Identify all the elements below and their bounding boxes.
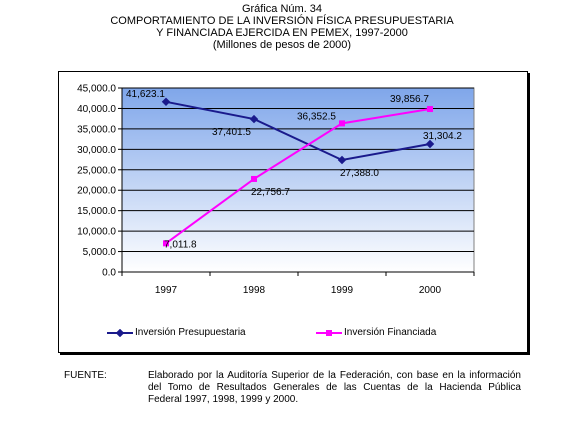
data-point-presupuestaria bbox=[249, 114, 259, 124]
data-label: 39,856.7 bbox=[390, 94, 429, 105]
legend-label-presupuestaria: Inversión Presupuestaria bbox=[135, 327, 246, 338]
data-point-financiada bbox=[163, 240, 169, 247]
chart-title-line1: COMPORTAMIENTO DE LA INVERSIÓN FÍSICA PR… bbox=[110, 15, 454, 27]
x-tick-label: 1997 bbox=[155, 285, 178, 296]
y-tick-label: 30,000.0 bbox=[77, 145, 116, 156]
y-tick-label: 10,000.0 bbox=[77, 227, 116, 238]
data-point-financiada bbox=[339, 120, 345, 127]
chart-title-line2: Y FINANCIADA EJERCIDA EN PEMEX, 1997-200… bbox=[156, 27, 408, 39]
data-label: 7,011.8 bbox=[164, 239, 197, 250]
data-point-presupuestaria bbox=[337, 155, 347, 165]
footer-label: FUENTE: bbox=[64, 370, 107, 381]
y-tick-label: 40,000.0 bbox=[77, 104, 116, 115]
legend-swatch-financiada bbox=[316, 329, 342, 336]
y-tick-label: 25,000.0 bbox=[77, 165, 116, 176]
data-point-financiada bbox=[427, 106, 433, 113]
x-tick-label: 1998 bbox=[243, 285, 266, 296]
series-line-1 bbox=[165, 108, 431, 245]
data-point-financiada bbox=[251, 175, 257, 182]
plot-area bbox=[121, 87, 475, 273]
x-tick-label: 1999 bbox=[331, 285, 354, 296]
data-label: 31,304.2 bbox=[423, 131, 462, 142]
footer-text-line3: Federal 1997, 1998, 1999 y 2000. bbox=[148, 394, 299, 405]
y-tick-label: 45,000.0 bbox=[77, 84, 116, 95]
footer-text-line2: del Tomo de Resultados Generales de las … bbox=[148, 382, 521, 393]
y-tick-label: 15,000.0 bbox=[77, 206, 116, 217]
legend-item-financiada: Inversión Financiada bbox=[316, 327, 436, 338]
y-tick-label: 5,000.0 bbox=[83, 247, 117, 258]
footer-text-line1: Elaborado por la Auditoría Superior de l… bbox=[148, 370, 521, 381]
data-label: 27,388.0 bbox=[340, 168, 379, 179]
series-line-0 bbox=[165, 100, 431, 162]
chart-number: Gráfica Núm. 34 bbox=[241, 3, 323, 15]
legend-item-presupuestaria: Inversión Presupuestaria bbox=[107, 327, 246, 338]
line-chart: 0.0 5,000.0 10,000.0 15,000.0 20,000.0 25,000… bbox=[77, 84, 475, 296]
data-label: 36,352.5 bbox=[297, 111, 336, 122]
legend-label-financiada: Inversión Financiada bbox=[344, 327, 437, 338]
y-tick-label: 20,000.0 bbox=[77, 186, 116, 197]
chart-subtitle: (Millones de pesos de 2000) bbox=[212, 39, 352, 51]
legend-swatch-presupuestaria bbox=[107, 328, 133, 337]
chart-frame: 0.0 5,000.0 10,000.0 15,000.0 20,000.0 25,000… bbox=[58, 71, 528, 353]
y-tick-label: 35,000.0 bbox=[77, 124, 116, 135]
data-label: 37,401.5 bbox=[212, 127, 251, 138]
x-tick-label: 2000 bbox=[419, 285, 442, 296]
data-label: 41,623.1 bbox=[126, 89, 165, 100]
data-label: 22,756.7 bbox=[251, 187, 290, 198]
y-tick-label: 0.0 bbox=[102, 268, 116, 279]
data-point-presupuestaria bbox=[425, 139, 435, 149]
